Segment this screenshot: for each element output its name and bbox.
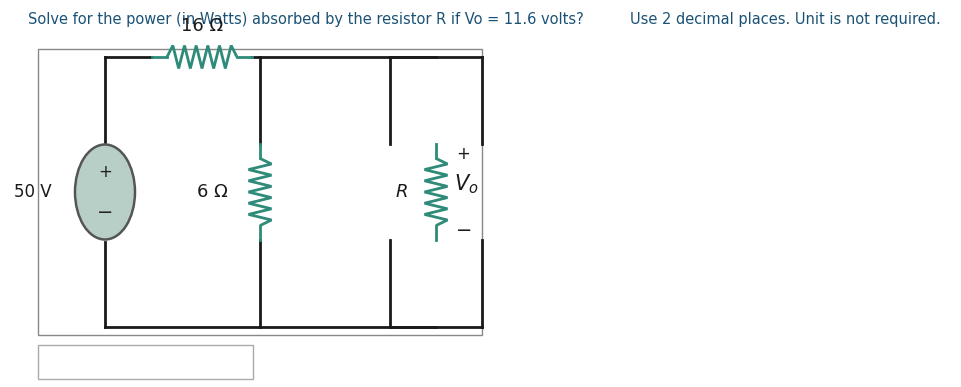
Text: 16 Ω: 16 Ω bbox=[181, 17, 223, 35]
Text: −: − bbox=[456, 221, 472, 240]
Text: −: − bbox=[97, 202, 113, 221]
Ellipse shape bbox=[75, 144, 135, 240]
Bar bbox=[38, 345, 253, 379]
Text: +: + bbox=[98, 163, 111, 181]
Text: +: + bbox=[456, 145, 469, 163]
Text: R: R bbox=[395, 183, 407, 201]
Text: Use 2 decimal places. Unit is not required.: Use 2 decimal places. Unit is not requir… bbox=[629, 12, 940, 27]
Text: Solve for the power (in Watts) absorbed by the resistor R if Vo = 11.6 volts?: Solve for the power (in Watts) absorbed … bbox=[28, 12, 583, 27]
Text: 50 V: 50 V bbox=[14, 183, 52, 201]
Text: 6 Ω: 6 Ω bbox=[196, 183, 227, 201]
Text: $\mathit{V}_{\mathit{o}}$: $\mathit{V}_{\mathit{o}}$ bbox=[454, 172, 478, 196]
Bar bbox=[38, 49, 481, 335]
